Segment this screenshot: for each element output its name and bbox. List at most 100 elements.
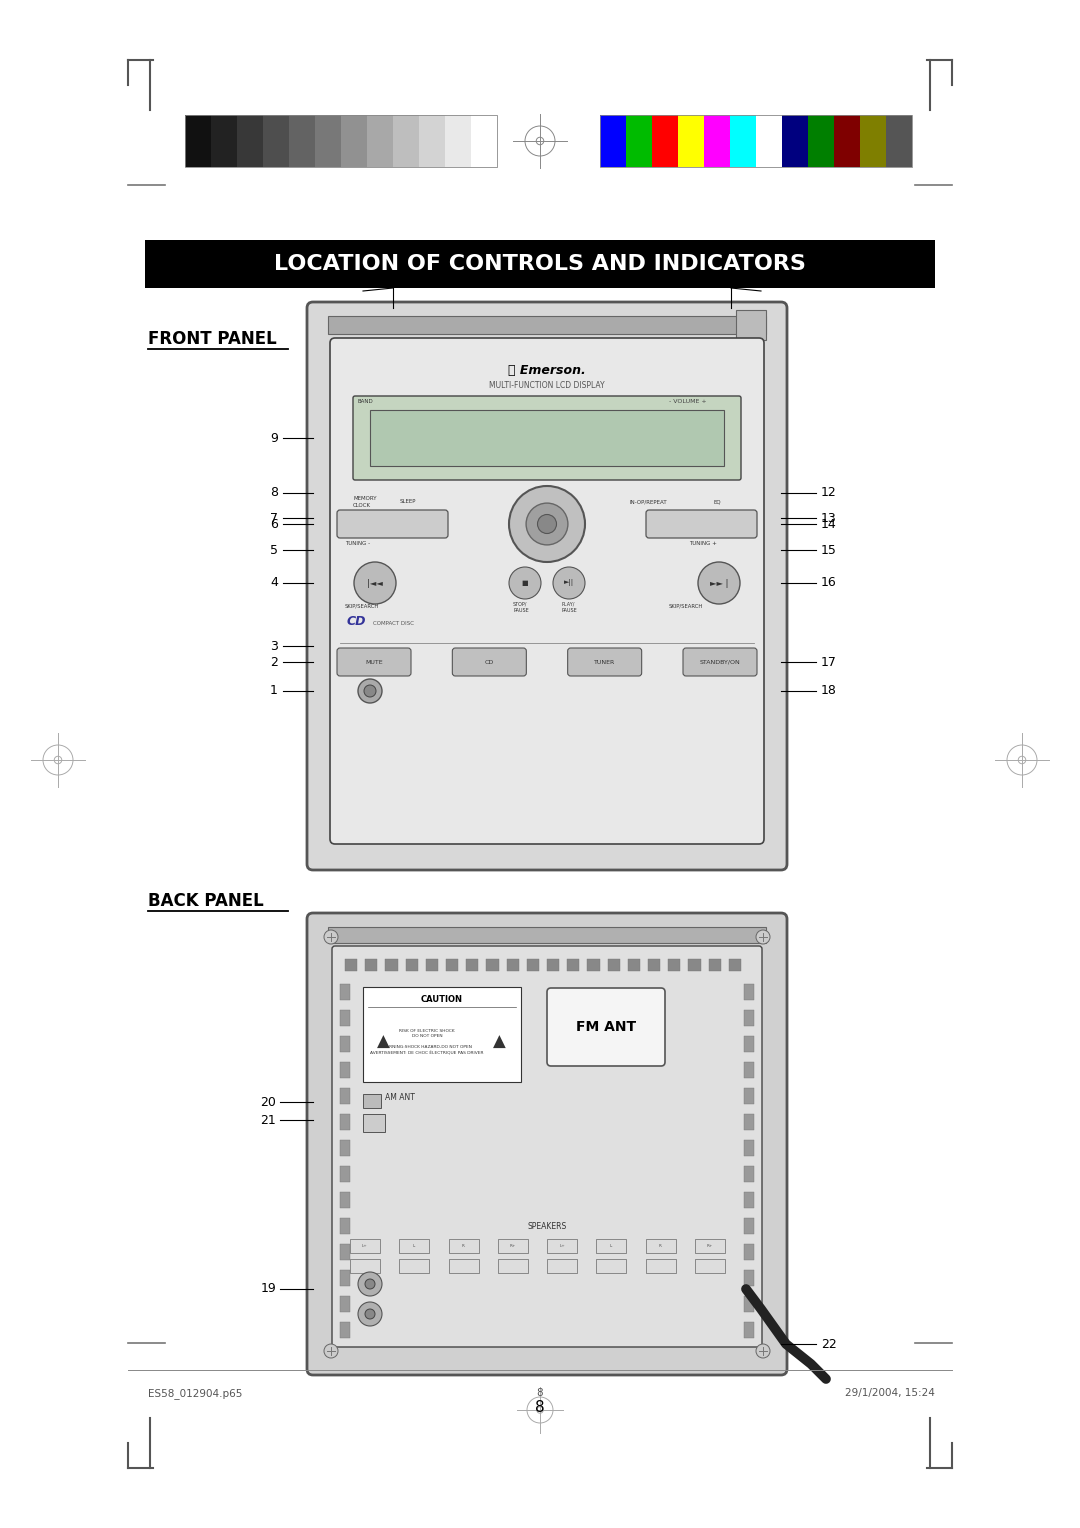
Circle shape <box>365 1309 375 1319</box>
Text: R-: R- <box>461 1244 465 1248</box>
Bar <box>340 1036 350 1051</box>
Text: SKIP/SEARCH: SKIP/SEARCH <box>345 604 379 610</box>
Bar <box>289 115 315 167</box>
Bar <box>340 1322 350 1339</box>
Text: EQ: EQ <box>714 500 721 504</box>
Text: 13: 13 <box>821 512 837 524</box>
Bar <box>744 1010 754 1025</box>
Text: 2: 2 <box>270 656 278 669</box>
Circle shape <box>538 515 556 533</box>
Text: R+: R+ <box>510 1244 516 1248</box>
Circle shape <box>364 685 376 697</box>
Text: ▲: ▲ <box>377 1033 390 1051</box>
Text: ►► |: ►► | <box>710 579 728 587</box>
Bar <box>340 984 350 999</box>
Bar <box>704 115 730 167</box>
Bar <box>467 960 478 970</box>
Bar <box>730 115 756 167</box>
Circle shape <box>756 1345 770 1358</box>
Bar <box>744 1322 754 1339</box>
Bar <box>886 115 912 167</box>
Bar <box>363 987 521 1082</box>
Text: R-: R- <box>659 1244 663 1248</box>
Text: FM ANT: FM ANT <box>576 1021 636 1034</box>
Bar <box>782 115 808 167</box>
Text: 3: 3 <box>270 640 278 652</box>
Bar <box>340 1166 350 1183</box>
Text: CAUTION: CAUTION <box>421 995 463 1004</box>
Bar <box>596 1259 626 1273</box>
Text: MEMORY: MEMORY <box>353 497 377 501</box>
Bar <box>744 1114 754 1131</box>
FancyBboxPatch shape <box>307 914 787 1375</box>
Bar <box>211 115 237 167</box>
Bar <box>834 115 860 167</box>
Bar <box>340 1192 350 1209</box>
Circle shape <box>354 562 396 604</box>
Text: 4: 4 <box>270 576 278 590</box>
Bar <box>596 1239 626 1253</box>
Bar <box>350 1239 380 1253</box>
Bar <box>648 960 660 970</box>
Bar <box>546 1239 577 1253</box>
Text: 10: 10 <box>347 270 363 283</box>
Bar <box>507 960 518 970</box>
FancyBboxPatch shape <box>332 946 762 1348</box>
Bar <box>328 927 766 943</box>
Bar <box>365 960 377 970</box>
Circle shape <box>357 1271 382 1296</box>
Bar <box>486 960 499 970</box>
Bar <box>340 1296 350 1313</box>
Text: 8: 8 <box>270 486 278 500</box>
Text: BAND: BAND <box>357 399 373 403</box>
Text: MULTI-FUNCTION LCD DISPLAY: MULTI-FUNCTION LCD DISPLAY <box>489 380 605 390</box>
Text: CD: CD <box>485 660 494 665</box>
Bar <box>744 1296 754 1313</box>
Bar <box>400 1239 429 1253</box>
Text: 1: 1 <box>270 685 278 697</box>
FancyBboxPatch shape <box>568 648 642 675</box>
Bar <box>527 960 539 970</box>
Bar <box>341 115 367 167</box>
Text: L+: L+ <box>559 1244 565 1248</box>
Bar <box>756 115 782 167</box>
Text: - VOLUME +: - VOLUME + <box>669 399 706 403</box>
Bar <box>608 960 620 970</box>
Bar <box>448 1239 478 1253</box>
Bar <box>744 1244 754 1261</box>
Bar <box>400 1259 429 1273</box>
Bar <box>446 960 458 970</box>
FancyBboxPatch shape <box>453 648 526 675</box>
Bar <box>744 1218 754 1235</box>
Circle shape <box>756 931 770 944</box>
Text: 9: 9 <box>270 431 278 445</box>
Text: PAUSE: PAUSE <box>513 608 529 613</box>
Text: 29/1/2004, 15:24: 29/1/2004, 15:24 <box>846 1387 935 1398</box>
Bar <box>363 1114 384 1132</box>
Bar <box>367 115 393 167</box>
Text: 17: 17 <box>821 656 837 669</box>
Bar <box>386 960 397 970</box>
Circle shape <box>324 931 338 944</box>
Text: 5: 5 <box>270 544 278 556</box>
Bar <box>744 1166 754 1183</box>
Text: STOP/: STOP/ <box>513 601 527 607</box>
Bar <box>744 1192 754 1209</box>
Text: ES58_012904.p65: ES58_012904.p65 <box>148 1387 242 1400</box>
FancyBboxPatch shape <box>337 648 411 675</box>
Text: BACK PANEL: BACK PANEL <box>148 892 264 911</box>
Circle shape <box>526 503 568 545</box>
Text: 8: 8 <box>536 1400 544 1415</box>
Text: 6: 6 <box>270 518 278 530</box>
Bar <box>340 1244 350 1261</box>
Text: ▲: ▲ <box>492 1033 505 1051</box>
Bar <box>406 960 418 970</box>
Bar <box>567 960 579 970</box>
Bar <box>546 1259 577 1273</box>
Circle shape <box>553 567 585 599</box>
Text: CLOCK: CLOCK <box>353 503 372 507</box>
Bar <box>340 1218 350 1235</box>
Text: |◄◄: |◄◄ <box>367 579 383 587</box>
Text: SLEEP: SLEEP <box>400 500 417 504</box>
Bar <box>744 1062 754 1077</box>
